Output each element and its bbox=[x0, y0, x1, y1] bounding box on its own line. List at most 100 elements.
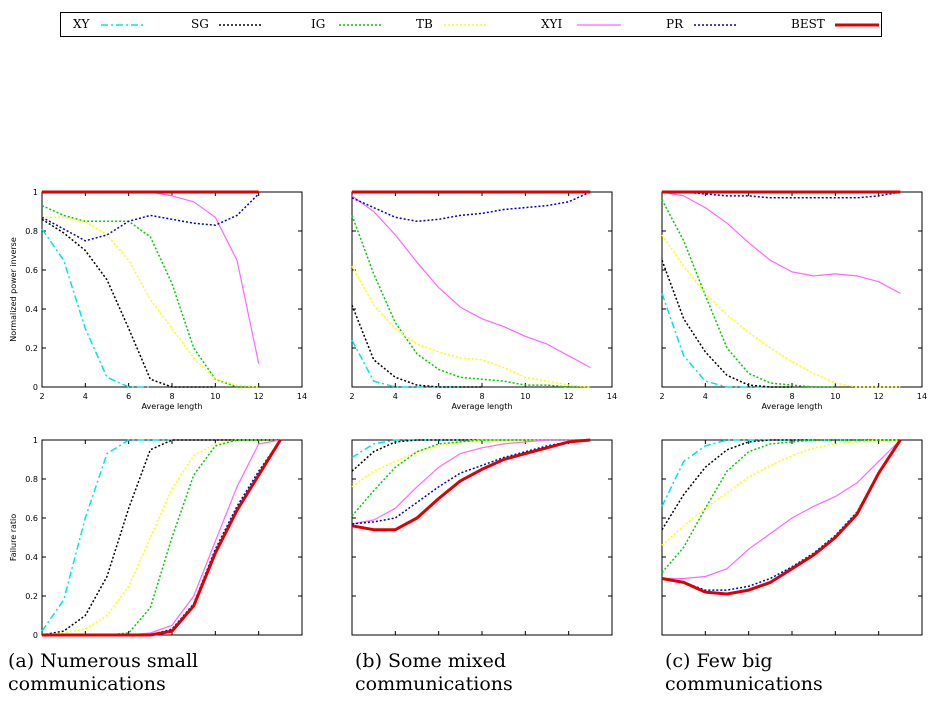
legend-swatch bbox=[101, 24, 145, 26]
y-tick-label: 0.6 bbox=[25, 514, 38, 523]
legend-item-tb: TB bbox=[416, 13, 526, 36]
series-line-pr bbox=[351, 439, 591, 525]
legend-item-ig: IG bbox=[311, 13, 421, 36]
series-line-xy bbox=[41, 228, 151, 388]
series-line-xyi bbox=[351, 439, 591, 525]
x-axis-label: Average length bbox=[762, 402, 823, 411]
legend-swatch bbox=[835, 23, 879, 27]
x-tick-label: 10 bbox=[830, 392, 840, 401]
y-tick-label: 0.2 bbox=[25, 592, 38, 601]
y-tick-label: 0 bbox=[33, 631, 38, 640]
y-tick-label: 1 bbox=[33, 436, 38, 445]
series-line-xyi bbox=[351, 195, 591, 369]
x-tick-label: 12 bbox=[874, 392, 884, 401]
chart-panel-top-middle: 2 4 6 8 10 12 14 Average length bbox=[349, 190, 617, 411]
x-tick-label: 6 bbox=[746, 392, 751, 401]
series-line-pr bbox=[661, 439, 901, 591]
legend-swatch bbox=[339, 24, 383, 26]
legend-swatch bbox=[694, 24, 738, 26]
series-line-tb bbox=[351, 265, 591, 388]
series-line-pr bbox=[41, 193, 260, 242]
series-line-ig bbox=[42, 439, 281, 636]
series-line-sg bbox=[661, 439, 901, 531]
legend-label: SG bbox=[191, 17, 209, 31]
series-line-xy bbox=[661, 439, 901, 507]
y-tick-label: 0.4 bbox=[25, 553, 38, 562]
caption-b: (b) Some mixed communications bbox=[355, 650, 513, 695]
y-tick-label: 0.2 bbox=[25, 344, 38, 353]
x-axis-label: Average length bbox=[142, 402, 203, 411]
series-line-xy bbox=[661, 293, 771, 388]
x-tick-label: 8 bbox=[789, 392, 794, 401]
series-line-xyi bbox=[42, 191, 260, 364]
legend: XY SG IG TB XYI PR BEST bbox=[60, 12, 882, 37]
y-tick-label: 1 bbox=[33, 188, 38, 197]
series-line-tb bbox=[41, 439, 281, 636]
legend-item-xyi: XYI bbox=[541, 13, 651, 36]
series-line-ig bbox=[661, 199, 836, 388]
x-tick-label: 8 bbox=[479, 392, 484, 401]
legend-item-best: BEST bbox=[791, 13, 901, 36]
series-line-pr bbox=[42, 439, 281, 636]
legend-label: XY bbox=[73, 17, 90, 31]
x-tick-label: 2 bbox=[349, 392, 354, 401]
series-line-sg bbox=[351, 304, 482, 388]
plot-frame bbox=[661, 191, 923, 388]
series-line-best bbox=[351, 438, 591, 532]
chart-panel-top-right: 2 4 6 8 10 12 14 Average length bbox=[659, 190, 927, 411]
x-tick-label: 14 bbox=[917, 392, 927, 401]
x-tick-label: 14 bbox=[297, 392, 307, 401]
x-axis-label: Average length bbox=[452, 402, 513, 411]
y-axis-label: Normalized power inverse bbox=[9, 237, 18, 342]
series-line-xy bbox=[41, 439, 172, 632]
y-tick-label: 0.4 bbox=[25, 305, 38, 314]
x-tick-label: 4 bbox=[393, 392, 398, 401]
y-tick-label: 0.8 bbox=[25, 475, 38, 484]
series-line-xyi bbox=[661, 191, 901, 294]
x-tick-label: 6 bbox=[126, 392, 131, 401]
series-line-best bbox=[661, 439, 902, 596]
legend-swatch bbox=[219, 24, 263, 26]
y-tick-label: 0 bbox=[33, 383, 38, 392]
x-tick-label: 12 bbox=[564, 392, 574, 401]
x-tick-label: 2 bbox=[39, 392, 44, 401]
legend-swatch bbox=[444, 24, 488, 26]
legend-label: PR bbox=[666, 17, 684, 31]
x-tick-label: 4 bbox=[83, 392, 88, 401]
series-line-ig bbox=[351, 439, 591, 517]
y-tick-label: 0.6 bbox=[25, 266, 38, 275]
caption-c: (c) Few big communications bbox=[665, 650, 823, 695]
series-line-ig bbox=[41, 204, 259, 388]
chart-panel-top-left: 2 4 6 8 10 12 14 0 0.2 0.4 0.6 0.8 1 Average length No… bbox=[9, 188, 307, 411]
x-tick-label: 2 bbox=[659, 392, 664, 401]
x-tick-label: 10 bbox=[210, 392, 220, 401]
series-line-pr bbox=[351, 191, 591, 223]
y-tick-label: 0.8 bbox=[25, 227, 38, 236]
legend-swatch bbox=[577, 24, 621, 26]
series-line-xy bbox=[351, 339, 461, 388]
series-line-sg bbox=[41, 439, 281, 636]
series-line-best bbox=[42, 439, 282, 637]
series-line-xyi bbox=[42, 439, 281, 636]
x-tick-label: 6 bbox=[436, 392, 441, 401]
x-tick-label: 14 bbox=[607, 392, 617, 401]
legend-item-pr: PR bbox=[666, 13, 776, 36]
series-line-tb bbox=[661, 439, 901, 546]
series-line-tb bbox=[661, 234, 901, 388]
legend-item-xy: XY bbox=[73, 13, 183, 36]
series-line-tb bbox=[42, 216, 259, 388]
series-line-xyi bbox=[662, 439, 901, 580]
series-line-sg bbox=[661, 260, 792, 388]
caption-a: (a) Numerous small communications bbox=[8, 650, 199, 695]
series-line-sg bbox=[41, 218, 216, 388]
series-line-ig bbox=[661, 439, 901, 574]
series-line-ig bbox=[351, 215, 591, 388]
legend-label: XYI bbox=[541, 17, 563, 31]
x-tick-label: 10 bbox=[520, 392, 530, 401]
series-line-xy bbox=[351, 439, 591, 459]
legend-label: TB bbox=[416, 17, 433, 31]
legend-label: IG bbox=[311, 17, 326, 31]
